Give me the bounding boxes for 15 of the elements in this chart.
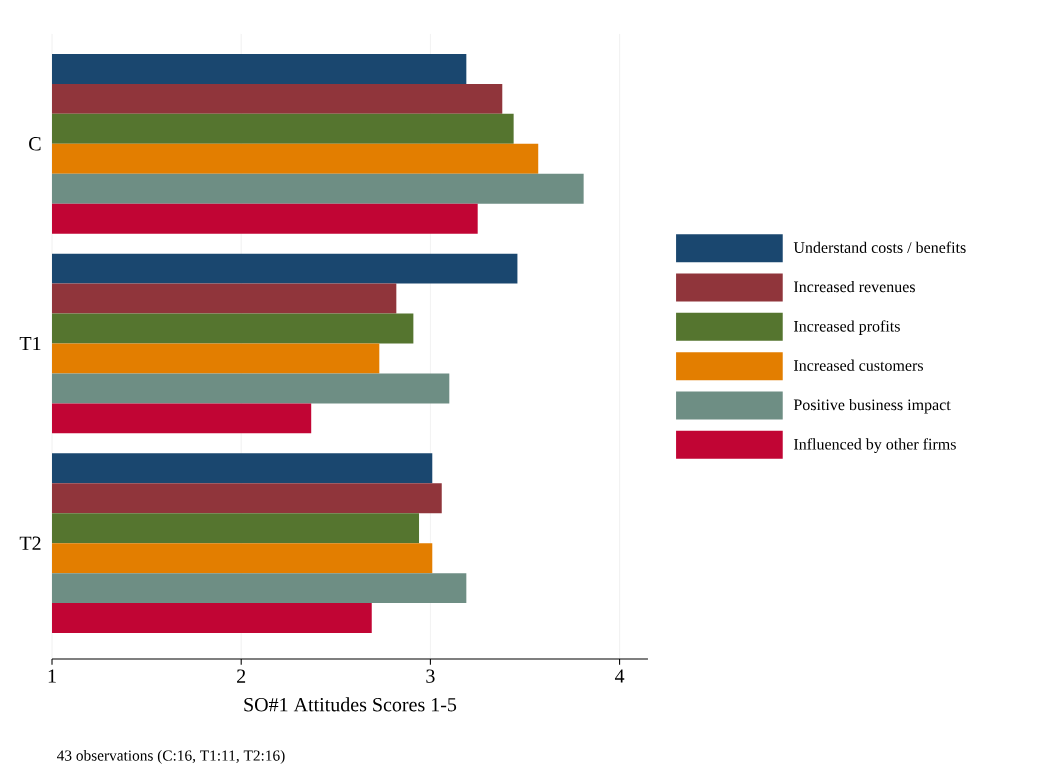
x-axis-title: SO#1 Attitudes Scores 1-5 [244,697,457,712]
y-tick-label: T2 [19,536,41,550]
x-tick-label: 4 [614,669,625,683]
y-tick-label: C [29,137,41,151]
x-tick-label: 1 [48,669,56,683]
x-tick-label: 3 [426,669,435,683]
text: 43 observations (C:16, T1:11, T2:16) [57,749,285,764]
text: Increased customers [793,359,923,371]
x-tick-label: 2 [237,669,246,683]
text: Increased profits [793,320,900,335]
text: Positive business impact [793,398,951,414]
text: Understand costs / benefits [793,241,966,253]
y-tick-label: T1 [19,336,41,351]
text: Influenced by other firms [793,438,956,453]
text: Increased revenues [793,280,915,293]
